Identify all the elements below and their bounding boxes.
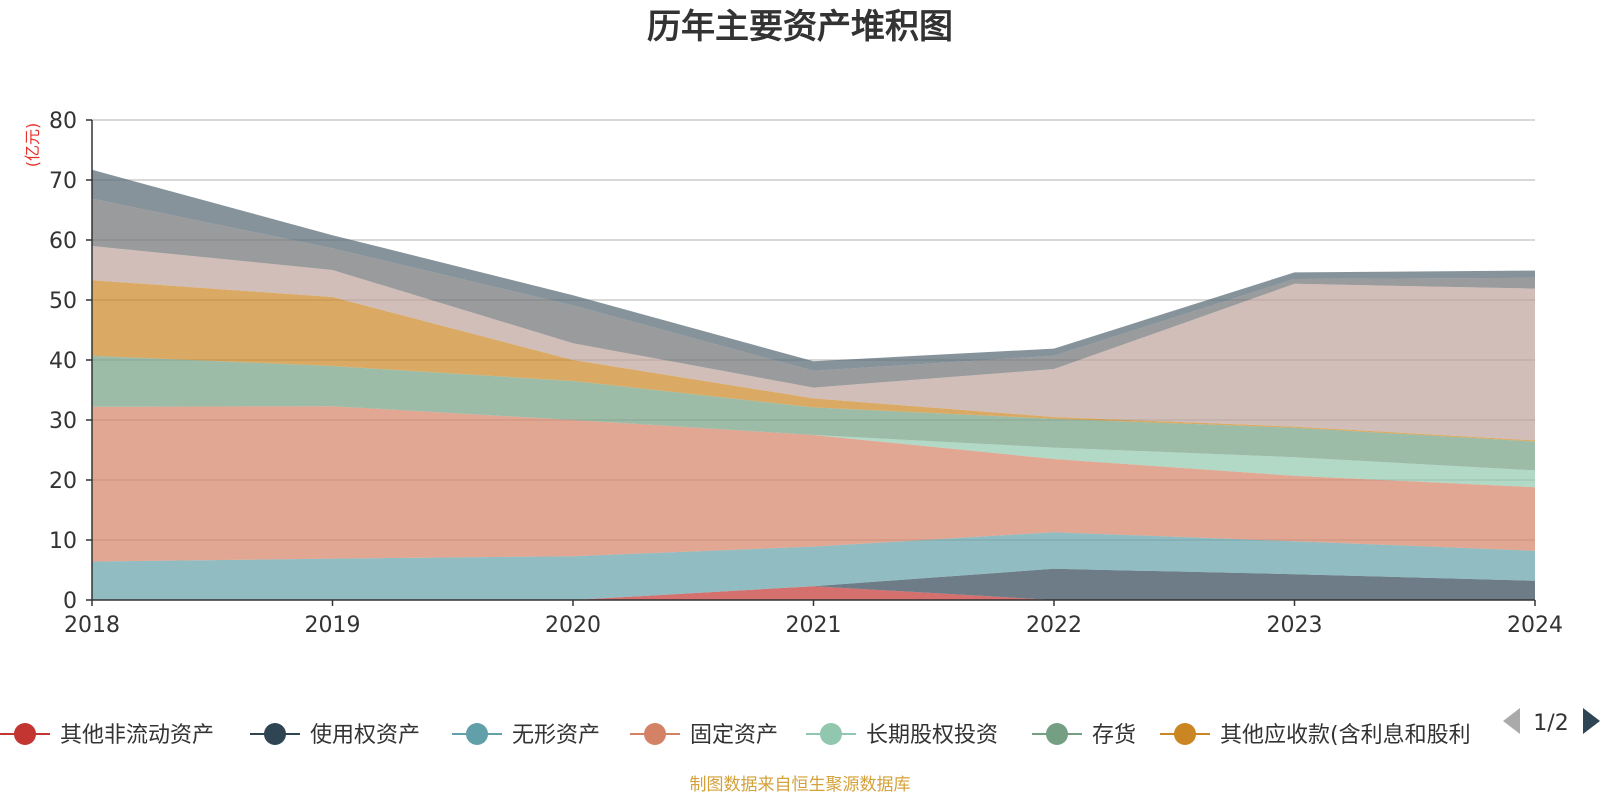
series-area-6 [92,280,1535,442]
y-tick-label: 0 [63,589,77,614]
series-area-4 [92,406,1535,488]
y-tick-label: 10 [49,529,77,554]
legend-item[interactable]: 存货 [1032,723,1136,748]
source-note: 制图数据来自恒生聚源数据库 [690,775,911,795]
legend-item[interactable]: 固定资产 [630,723,778,748]
legend-label: 使用权资产 [310,723,420,748]
y-axis-unit-label: (亿元) [23,123,42,168]
y-tick-label: 80 [49,109,77,134]
legend-item[interactable]: 使用权资产 [250,723,420,748]
legend-label: 固定资产 [690,723,778,748]
y-tick-label: 40 [49,349,77,374]
x-tick-label: 2022 [1026,613,1082,638]
triangle-right-icon[interactable] [1583,708,1600,734]
legend-item[interactable]: 其他应收款(含利息和股利 [1160,723,1471,748]
series-area-0 [92,586,1535,600]
x-tick-label: 2023 [1267,613,1323,638]
legend-label: 存货 [1092,723,1136,748]
legend-item[interactable]: 长期股权投资 [806,723,998,748]
legend-marker [466,723,488,745]
axes: 0 10 20 30 40 50 60 70 80 2018 2019 2020 2021 2022 202… [49,109,1563,638]
legend: 其他非流动资产 使用权资产 无形资产 固定资产 长期股权投资 存货 其他应收款(含利息和股利 [0,723,1471,748]
chart-title: 历年主要资产堆积图 [647,7,953,47]
legend-item[interactable]: 其他非流动资产 [0,723,214,748]
y-tick-label: 60 [49,229,77,254]
y-tick-label: 70 [49,169,77,194]
series-area-5 [92,355,1535,471]
legend-marker [1046,723,1068,745]
y-tick-label: 20 [49,469,77,494]
triangle-left-icon[interactable] [1503,708,1520,734]
y-tick-label: 50 [49,289,77,314]
y-tick-label: 30 [49,409,77,434]
x-tick-label: 2018 [64,613,120,638]
legend-label: 长期股权投资 [866,723,998,748]
legend-marker [264,723,286,745]
series-area-2 [92,532,1535,600]
legend-label: 其他应收款(含利息和股利 [1220,723,1471,748]
legend-item[interactable]: 无形资产 [452,723,600,748]
legend-page-indicator: 1/2 [1533,711,1568,736]
x-tick-label: 2019 [305,613,361,638]
x-tick-label: 2021 [786,613,842,638]
legend-label: 无形资产 [512,723,600,748]
x-tick-label: 2020 [545,613,601,638]
legend-marker [644,723,666,745]
legend-pager: 1/2 [1503,708,1600,736]
series-area-1 [92,568,1535,600]
series-areas [92,169,1535,600]
x-tick-label: 2024 [1507,613,1563,638]
legend-label: 其他非流动资产 [60,723,214,748]
legend-marker [14,723,36,745]
series-area-3 [92,406,1535,562]
series-area-7 [92,246,1535,441]
legend-marker [1174,723,1196,745]
legend-marker [820,723,842,745]
